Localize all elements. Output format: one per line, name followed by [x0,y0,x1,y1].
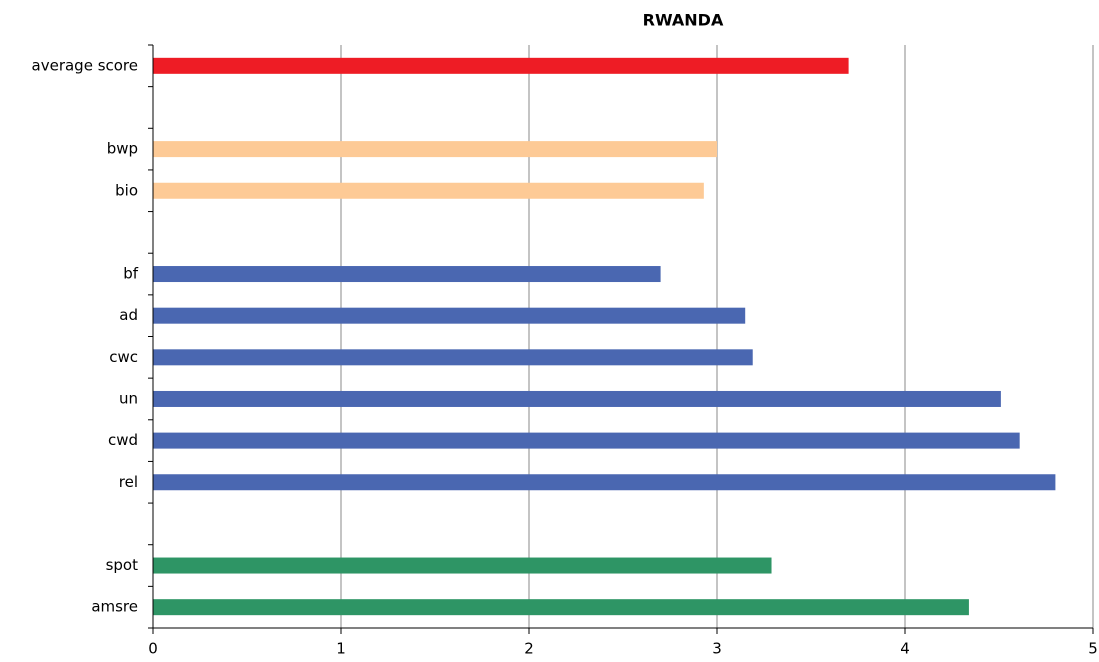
y-tick-label: rel [119,473,138,491]
bar [153,266,661,283]
bar [153,349,753,366]
x-tick-label: 4 [900,640,910,658]
x-tick-label: 5 [1088,640,1098,658]
y-tick-label: bio [115,181,138,199]
bar [153,390,1001,407]
y-tick-label: average score [32,56,138,74]
y-tick-label: un [119,389,138,407]
bar [153,432,1020,449]
y-tick-label: bf [123,265,139,283]
bar [153,557,772,574]
x-tick-label: 2 [524,640,534,658]
bar [153,307,746,324]
bar [153,57,849,74]
x-tick-label: 0 [148,640,158,658]
y-tick-label: cwc [109,348,138,366]
bar [153,182,704,199]
y-tick-label: ad [119,306,138,324]
x-tick-label: 1 [336,640,346,658]
bar [153,141,717,158]
y-tick-label: spot [106,556,139,574]
chart-title: RWANDA [643,11,724,30]
x-tick-label: 3 [712,640,722,658]
y-tick-label: cwd [108,431,138,449]
bar [153,474,1056,491]
y-tick-label: amsre [91,598,138,616]
bar [153,599,969,616]
y-tick-label: bwp [107,140,138,158]
